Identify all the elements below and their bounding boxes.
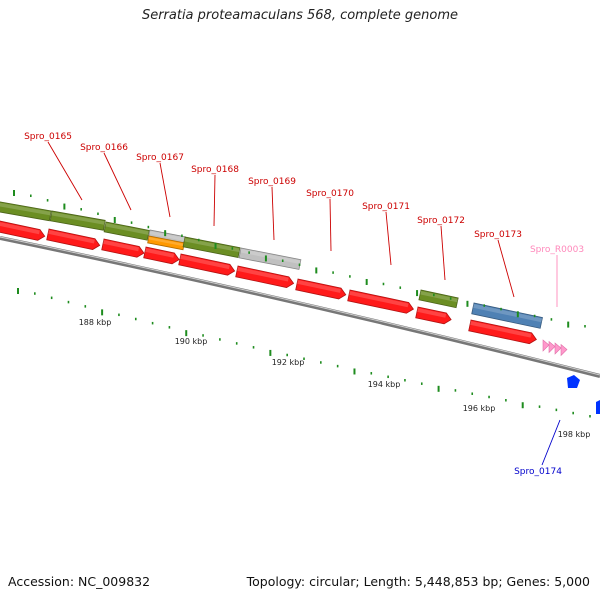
cds-arrow-8 xyxy=(347,289,414,314)
gene-label: Spro_0166 xyxy=(80,143,128,153)
gene-label-leader xyxy=(497,239,515,298)
gene-band-spro-0168 xyxy=(182,236,241,258)
gene-label: Spro_0173 xyxy=(474,230,522,240)
cds-arrow-7 xyxy=(295,278,347,300)
gene-label: Spro_0172 xyxy=(417,216,465,226)
cds-arrow-3 xyxy=(101,238,145,258)
scale-label: 196 kbp xyxy=(463,404,496,413)
gene-band-spro-0173 xyxy=(471,302,543,329)
rrna-chevron xyxy=(554,342,562,355)
gene-label-leader xyxy=(213,174,216,227)
rrna-chevron xyxy=(542,339,550,352)
cds-arrow-4 xyxy=(143,246,180,265)
gene-label-leader xyxy=(271,186,275,241)
gene-label: Spro_0170 xyxy=(306,189,354,199)
gene-label: Spro_0171 xyxy=(362,202,410,212)
accession-text: Accession: NC_009832 xyxy=(8,574,151,589)
cds-arrow-2 xyxy=(46,228,101,250)
gene-label: Spro_0165 xyxy=(24,132,72,142)
gene-band-spro-0169 xyxy=(238,247,302,270)
gene-band-spro-0167 xyxy=(103,221,150,241)
gene-band-orange xyxy=(147,235,185,251)
genome-backbone xyxy=(0,236,600,378)
reverse-gene-spro-0174 xyxy=(567,375,580,388)
gene-label-leader xyxy=(159,162,171,218)
gene-band-spro-0172 xyxy=(418,289,459,309)
cds-arrow-5 xyxy=(178,253,236,276)
reverse-gene-edge xyxy=(596,400,600,414)
rrna-chevron xyxy=(560,343,568,357)
cds-arrow-10 xyxy=(468,319,537,345)
gene-label: Spro_0168 xyxy=(191,165,239,175)
cds-arrow-1 xyxy=(0,219,46,241)
rrna-chevron xyxy=(548,340,556,354)
scale-label: 194 kbp xyxy=(368,380,401,389)
gene-label-leader xyxy=(47,141,83,201)
gene-band-spro-0166 xyxy=(49,210,106,231)
gene-band-spro-0165 xyxy=(0,200,52,222)
gene-label-leader xyxy=(440,225,446,281)
gene-label: Spro_0174 xyxy=(514,467,562,477)
scale-label: 190 kbp xyxy=(175,337,208,346)
scale-label: 198 kbp xyxy=(558,430,591,439)
gene-label-leader xyxy=(385,211,392,266)
gene-label: Spro_0167 xyxy=(136,153,184,163)
scale-label: 192 kbp xyxy=(272,358,305,367)
gene-label: Spro_0169 xyxy=(248,177,296,187)
genome-backbone-highlight xyxy=(0,236,600,376)
gene-label-leader xyxy=(329,198,332,252)
gene-label: Spro_R0003 xyxy=(530,245,584,255)
cds-arrow-6 xyxy=(235,265,295,288)
cds-arrow-9 xyxy=(415,306,452,325)
map-title: Serratia proteamaculans 568, complete ge… xyxy=(141,8,459,23)
gene-label-leader xyxy=(541,419,561,466)
scale-label: 188 kbp xyxy=(79,318,112,327)
gene-label-leader xyxy=(103,152,132,211)
genome-summary-text: Topology: circular; Length: 5,448,853 bp… xyxy=(246,574,590,589)
